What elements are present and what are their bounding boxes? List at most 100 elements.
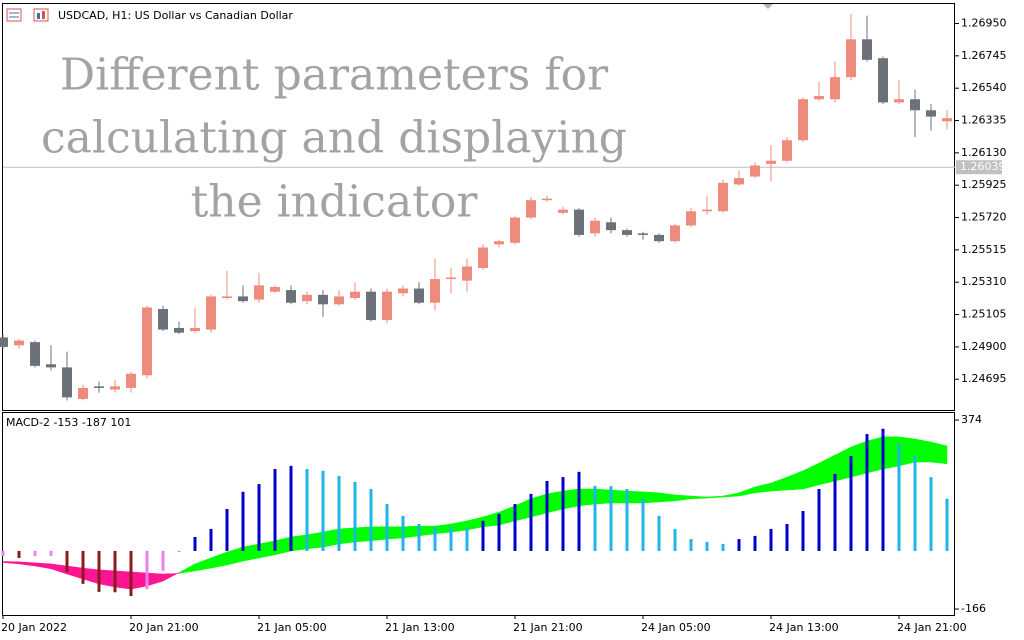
histogram-bar xyxy=(353,482,357,551)
candle-body xyxy=(366,291,376,321)
y-tick-label: 1.26745 xyxy=(961,49,1007,62)
cloud-segment xyxy=(578,488,596,507)
current-price-label: 1.26039 xyxy=(960,160,1006,173)
histogram-bar xyxy=(929,477,933,551)
histogram-bar xyxy=(513,504,517,551)
cloud-segment xyxy=(98,569,116,588)
cloud-segment xyxy=(898,436,916,467)
cloud-segment xyxy=(114,570,132,590)
candle-body xyxy=(590,220,600,234)
histogram-bar xyxy=(593,485,597,551)
cloud-segment xyxy=(322,528,340,548)
histogram-bar xyxy=(641,498,645,551)
candle-body xyxy=(158,309,168,330)
candle-body xyxy=(830,77,840,100)
y-tick-label: 1.26540 xyxy=(961,81,1007,94)
candle-body xyxy=(398,288,408,294)
y-tick-label: 374 xyxy=(961,413,982,426)
cloud-segment xyxy=(130,571,148,590)
histogram-bar xyxy=(385,504,389,551)
cloud-segment xyxy=(882,436,900,470)
histogram-bar xyxy=(33,550,37,557)
candle-body xyxy=(62,367,72,398)
cloud-segment xyxy=(562,488,580,510)
histogram-bar xyxy=(561,477,565,551)
candle-body xyxy=(558,209,568,213)
histogram-bar xyxy=(129,550,133,597)
annotation: the indicator xyxy=(191,177,479,228)
candle-body xyxy=(654,234,664,242)
histogram-bar xyxy=(833,473,837,551)
cloud-segment xyxy=(258,540,276,559)
candle-body xyxy=(126,373,136,388)
candle-body xyxy=(238,296,248,302)
histogram-bar xyxy=(689,539,693,551)
histogram-bar xyxy=(145,550,149,590)
histogram-bar xyxy=(497,513,501,551)
histogram-bar xyxy=(257,484,261,551)
histogram-bar xyxy=(529,493,533,551)
candle-body xyxy=(302,294,312,302)
current-price-box xyxy=(956,160,1002,175)
icon xyxy=(33,8,49,22)
histogram-bar xyxy=(673,528,677,551)
candle-body xyxy=(878,58,888,103)
scroll-marker xyxy=(763,4,773,9)
candle-body xyxy=(750,165,760,177)
x-tick-label: 21 Jan 21:00 xyxy=(513,621,583,634)
histogram-bar xyxy=(721,543,725,551)
candle-body xyxy=(430,279,440,303)
histogram-bar xyxy=(225,508,229,551)
cloud-segment xyxy=(594,488,612,505)
candle-body xyxy=(926,110,936,117)
candle-body xyxy=(190,327,200,332)
candle-body xyxy=(910,99,920,111)
cloud-segment xyxy=(386,526,404,540)
candle-body xyxy=(446,277,456,280)
chart-title: USDCAD, H1: US Dollar vs Canadian Dollar xyxy=(58,9,293,22)
candle-body xyxy=(526,200,536,218)
y-tick-label: 1.25515 xyxy=(961,243,1007,256)
histogram-bar xyxy=(577,471,581,551)
histogram-bar xyxy=(737,539,741,551)
histogram-bar xyxy=(705,541,709,551)
candle-body xyxy=(798,99,808,141)
y-tick-label: 1.25310 xyxy=(961,275,1007,288)
histogram-bar xyxy=(465,527,469,551)
candle-body xyxy=(734,178,744,185)
candle-body xyxy=(94,386,104,388)
histogram-bar xyxy=(241,491,245,551)
candle-body xyxy=(494,241,504,245)
histogram-bar xyxy=(305,469,309,551)
cloud-segment xyxy=(290,534,308,552)
histogram-bar xyxy=(801,511,805,551)
histogram-bar xyxy=(1,550,5,557)
histogram-bar xyxy=(289,465,293,551)
cloud-segment xyxy=(626,490,644,504)
candle-body xyxy=(14,340,24,346)
candle-body xyxy=(46,364,56,368)
x-tick-label: 24 Jan 13:00 xyxy=(769,621,839,634)
candle-body xyxy=(510,217,520,243)
candle-body xyxy=(606,222,616,231)
histogram-bar xyxy=(81,550,85,584)
indicator-title: MACD-2 -153 -187 101 xyxy=(6,416,131,429)
candle-body xyxy=(622,230,632,235)
histogram-bar xyxy=(49,550,53,556)
candle-body xyxy=(782,140,792,161)
histogram-bar xyxy=(449,527,453,551)
histogram-bar xyxy=(337,476,341,551)
candle-body xyxy=(254,285,264,300)
cloud-segment xyxy=(930,441,948,465)
candle-body xyxy=(174,327,184,333)
histogram-bar xyxy=(273,469,277,551)
histogram-bar xyxy=(753,535,757,551)
histogram-bar xyxy=(177,550,181,552)
candle-body xyxy=(638,233,648,235)
histogram-bar xyxy=(481,520,485,551)
candle-body xyxy=(462,266,472,281)
candle-body xyxy=(142,307,152,376)
candle-body xyxy=(942,118,952,122)
